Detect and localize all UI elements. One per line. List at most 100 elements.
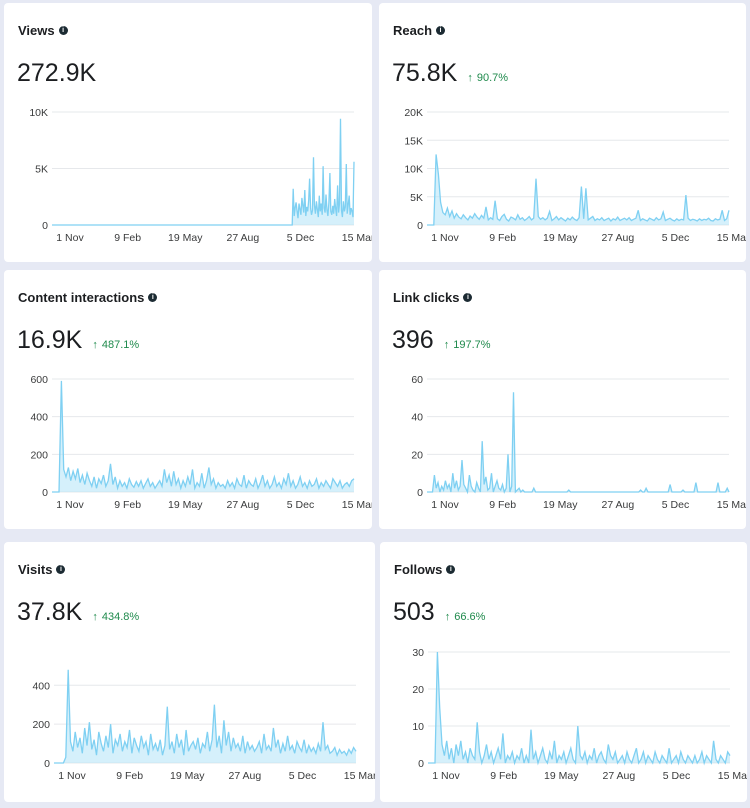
- metric-value: 272.9K: [17, 59, 97, 87]
- x-tick-label: 5 Dec: [662, 499, 689, 511]
- y-tick-label: 20K: [404, 107, 423, 119]
- y-tick-label: 20: [412, 684, 424, 696]
- series-line: [52, 380, 355, 493]
- info-icon[interactable]: i: [148, 293, 158, 302]
- x-tick-label: 9 Feb: [489, 499, 516, 511]
- x-tick-label: 1 Nov: [431, 499, 459, 511]
- x-tick-label: 15 Mar: [718, 770, 747, 782]
- x-tick-label: 27 Aug: [602, 499, 635, 511]
- series-line: [427, 392, 730, 495]
- series-area: [52, 380, 354, 492]
- series-area: [427, 154, 729, 225]
- arrow-up-icon: ↑: [92, 339, 98, 351]
- x-tick-label: 15 Mar: [342, 232, 372, 244]
- delta-badge: ↑ 66.6%: [444, 611, 486, 623]
- delta-badge: ↑ 197.7%: [443, 339, 491, 351]
- info-icon[interactable]: i: [56, 565, 66, 574]
- series-area: [427, 392, 729, 492]
- x-tick-label: 15 Mar: [342, 499, 372, 511]
- x-tick-label: 5 Dec: [289, 770, 316, 782]
- card-title: Views i: [18, 23, 68, 38]
- link-clicks-chart: 60 40 20 0 1 Nov 9 Feb 19 May 27 Aug 5 Dec 15 Mar: [411, 374, 746, 511]
- y-tick-label: 10K: [404, 164, 423, 176]
- x-tick-label: 19 May: [544, 770, 579, 782]
- card-title: Follows i: [394, 562, 456, 577]
- x-tick-label: 19 May: [543, 232, 578, 244]
- arrow-up-icon: ↑: [92, 611, 98, 623]
- y-tick-label: 0: [418, 758, 424, 770]
- y-tick-label: 10: [412, 721, 424, 733]
- x-tick-label: 27 Aug: [229, 770, 262, 782]
- y-tick-label: 600: [30, 374, 48, 386]
- y-tick-label: 0: [417, 220, 423, 232]
- y-tick-label: 5K: [35, 164, 48, 176]
- reach-chart: 20K 15K 10K 5K 0 1 Nov 9 Feb 19 May 27 Aug 5 Dec 1…: [404, 107, 746, 244]
- metric-value: 396 ↑ 197.7%: [392, 326, 491, 354]
- x-tick-label: 9 Feb: [116, 770, 143, 782]
- x-tick-label: 15 Mar: [717, 499, 746, 511]
- card-views: Views i 272.9K 10K 5K 0 1 Nov 9 Feb 19 May 27 A…: [4, 3, 372, 262]
- arrow-up-icon: ↑: [444, 611, 451, 623]
- card-title: Visits i: [18, 562, 66, 577]
- arrow-up-icon: ↑: [467, 72, 473, 84]
- card-follows: Follows i 503 ↑ 66.6% 30 20 10 0 1 Nov 9 Feb 19 M…: [380, 542, 747, 802]
- series-line: [54, 669, 357, 764]
- y-tick-label: 10K: [29, 107, 48, 119]
- x-tick-label: 5 Dec: [287, 499, 314, 511]
- info-icon[interactable]: i: [463, 293, 473, 302]
- x-tick-label: 19 May: [168, 232, 203, 244]
- x-tick-label: 19 May: [170, 770, 205, 782]
- x-tick-label: 15 Mar: [344, 770, 375, 782]
- card-link-clicks: Link clicks i 396 ↑ 197.7% 60 40 20 0 1 Nov 9 Fe…: [379, 270, 746, 529]
- y-tick-label: 30: [412, 647, 424, 659]
- y-tick-label: 400: [32, 680, 50, 692]
- x-tick-label: 5 Dec: [662, 232, 689, 244]
- x-tick-label: 5 Dec: [663, 770, 690, 782]
- card-reach: Reach i 75.8K ↑ 90.7% 20K 15K 10K 5K 0 1 Nov 9 Fe…: [379, 3, 746, 262]
- info-icon[interactable]: i: [446, 565, 456, 574]
- delta-badge: ↑ 487.1%: [92, 339, 140, 351]
- card-title: Content interactions i: [18, 290, 158, 305]
- y-tick-label: 0: [417, 487, 423, 499]
- card-content-interactions: Content interactions i 16.9K ↑ 487.1% 600 40…: [4, 270, 372, 529]
- arrow-up-icon: ↑: [443, 339, 450, 351]
- delta-badge: ↑ 434.8%: [92, 611, 140, 623]
- info-icon[interactable]: i: [436, 26, 446, 35]
- y-tick-label: 0: [44, 758, 50, 770]
- x-tick-label: 9 Feb: [490, 770, 517, 782]
- y-tick-label: 5K: [410, 192, 423, 204]
- series-line: [428, 651, 731, 766]
- x-tick-label: 27 Aug: [227, 499, 260, 511]
- content-interactions-chart: 600 400 200 0 1 Nov 9 Feb 19 May 27 Aug 5 Dec 15 …: [30, 374, 372, 511]
- card-title: Reach i: [393, 23, 446, 38]
- x-tick-label: 1 Nov: [58, 770, 86, 782]
- y-tick-label: 20: [411, 449, 423, 461]
- x-tick-label: 1 Nov: [431, 232, 459, 244]
- metric-value: 75.8K ↑ 90.7%: [392, 59, 509, 87]
- x-tick-label: 1 Nov: [432, 770, 460, 782]
- metric-value: 37.8K ↑ 434.8%: [17, 598, 140, 626]
- y-tick-label: 40: [411, 412, 423, 424]
- metric-value: 16.9K ↑ 487.1%: [17, 326, 140, 354]
- y-tick-label: 60: [411, 374, 423, 386]
- series-line: [427, 154, 730, 226]
- info-icon[interactable]: i: [58, 26, 68, 35]
- card-title: Link clicks i: [393, 290, 473, 305]
- x-tick-label: 19 May: [168, 499, 203, 511]
- y-tick-label: 15K: [404, 135, 423, 147]
- series-area: [52, 118, 354, 225]
- x-tick-label: 15 Mar: [717, 232, 746, 244]
- y-tick-label: 200: [32, 719, 50, 731]
- delta-badge: ↑ 90.7%: [467, 72, 509, 84]
- x-tick-label: 9 Feb: [114, 232, 141, 244]
- x-tick-label: 1 Nov: [56, 232, 84, 244]
- x-tick-label: 27 Aug: [603, 770, 636, 782]
- series-line: [52, 118, 355, 226]
- y-tick-label: 0: [42, 487, 48, 499]
- card-visits: Visits i 37.8K ↑ 434.8% 400 200 0 1 Nov 9 Feb 19…: [4, 542, 375, 802]
- y-tick-label: 0: [42, 220, 48, 232]
- x-tick-label: 5 Dec: [287, 232, 314, 244]
- follows-chart: 30 20 10 0 1 Nov 9 Feb 19 May 27 Aug 5 Dec 15 Mar: [412, 647, 747, 782]
- x-tick-label: 27 Aug: [227, 232, 260, 244]
- x-tick-label: 19 May: [543, 499, 578, 511]
